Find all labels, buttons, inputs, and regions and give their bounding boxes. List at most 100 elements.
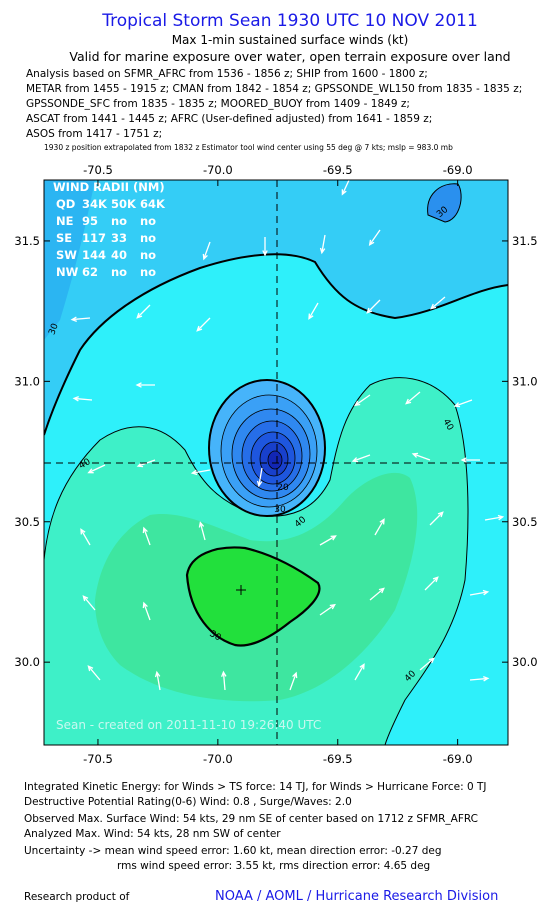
radii-cell: no — [111, 265, 127, 279]
radii-cell: 95 — [82, 214, 98, 228]
wind-arrow — [354, 394, 371, 407]
axes: -70.5 -70.5 -70.0 -70.0 -69.5 -69.5 -69.0 -69.0… — [14, 163, 537, 766]
wind-arrow — [430, 296, 446, 310]
wind-arrow — [87, 665, 101, 681]
radii-cell: 62 — [82, 265, 98, 279]
radii-cell: no — [140, 231, 156, 245]
wind-arrow — [72, 396, 93, 402]
y-tick-label: 31.5 — [14, 234, 40, 248]
wind-vectors — [70, 180, 505, 691]
watermark: Sean - created on 2011-11-10 19:26:40 UT… — [56, 718, 321, 732]
contour-label: 30 — [274, 505, 286, 515]
x-tick-label: -70.0 — [203, 752, 233, 766]
wind-arrow — [135, 382, 155, 388]
wind-arrow — [154, 670, 161, 691]
radii-cell: no — [111, 214, 127, 228]
wind-arrow — [429, 511, 444, 526]
validity: Valid for marine exposure over water, op… — [69, 49, 510, 64]
source-line: Analysis based on SFMR_AFRC from 1536 - … — [26, 68, 428, 80]
y-tick-label: 30.0 — [512, 655, 538, 669]
wind-arrow — [136, 304, 151, 319]
contour-30 — [44, 253, 508, 436]
wind-arrow — [354, 663, 365, 681]
x-tick-label: -70.5 — [83, 163, 113, 177]
wind-arrow — [202, 241, 211, 261]
footer-line: rms wind speed error: 3.55 kt, rms direc… — [117, 860, 430, 872]
wind-arrow — [70, 316, 91, 322]
wind-arrow — [190, 469, 211, 476]
wind-arrow — [87, 464, 106, 474]
wind-arrow — [341, 180, 350, 196]
radii-title: WIND RADII (NM) — [53, 180, 165, 194]
y-tick-label: 31.0 — [512, 374, 538, 388]
y-tick-label: 30.0 — [14, 655, 40, 669]
region-below-30 — [44, 180, 508, 435]
footer-line: Analyzed Max. Wind: 54 kts, 28 nm SW of … — [24, 828, 281, 840]
radii-cell: 144 — [82, 248, 106, 262]
wind-arrow — [256, 467, 263, 488]
radii-cell: QD — [56, 197, 75, 211]
wind-arrow — [453, 399, 473, 408]
wind-arrow — [405, 391, 421, 405]
radii-cell: 34K — [82, 197, 108, 211]
organization: NOAA / AOML / Hurricane Research Divisio… — [215, 889, 498, 904]
x-tick-label: -69.5 — [323, 163, 353, 177]
wind-arrow — [319, 535, 337, 546]
research-label: Research product of — [24, 891, 130, 903]
wind-arrow — [469, 589, 490, 596]
radii-cell: 50K — [111, 197, 137, 211]
radii-cell: no — [140, 265, 156, 279]
frame — [43, 179, 509, 746]
x-tick-label: -69.5 — [323, 752, 353, 766]
y-tick-label: 31.0 — [14, 374, 40, 388]
wind-arrow — [82, 595, 96, 611]
wind-arrow — [319, 234, 326, 255]
contour-50 — [185, 546, 321, 647]
footer-line: Observed Max. Surface Wind: 54 kts, 29 n… — [24, 813, 478, 825]
wind-arrow — [411, 452, 431, 461]
radii-cell: 64K — [140, 197, 166, 211]
wind-arrow — [142, 601, 151, 621]
max-wind-marker — [236, 585, 246, 595]
wind-arrow — [351, 454, 371, 463]
radii-cell: SW — [56, 248, 77, 262]
y-tick-label: 30.5 — [14, 515, 40, 529]
radii-cell: no — [140, 214, 156, 228]
x-tick-label: -70.5 — [83, 752, 113, 766]
wind-arrow — [289, 671, 298, 691]
wind-arrow — [369, 587, 385, 601]
vortex — [208, 379, 326, 517]
radii-cell: 117 — [82, 231, 106, 245]
wind-arrow — [80, 528, 91, 546]
y-tick-label: 30.5 — [512, 515, 538, 529]
contour-label: 30 — [47, 322, 60, 336]
wind-arrow — [469, 676, 490, 682]
wind-arrow — [424, 576, 439, 591]
radii-cell: 40 — [111, 248, 127, 262]
source-line: GPSSONDE_SFC from 1835 - 1835 z; MOORED_… — [26, 98, 410, 110]
wind-arrow — [308, 302, 319, 320]
wind-arrow — [198, 521, 206, 541]
footer-line: Uncertainty -> mean wind speed error: 1.… — [24, 845, 442, 857]
radii-cell: 33 — [111, 231, 127, 245]
wind-arrow — [374, 518, 385, 536]
wind-arrow — [368, 229, 381, 246]
footer-line: Destructive Potential Rating(0-6) Wind: … — [24, 796, 352, 808]
wind-arrow — [221, 670, 227, 691]
position-note: 1930 z position extrapolated from 1832 z… — [44, 143, 453, 152]
radii-cell: SE — [56, 231, 72, 245]
x-tick-label: -69.0 — [443, 163, 473, 177]
wind-arrow — [419, 657, 435, 671]
region-low — [44, 180, 95, 340]
title: Tropical Storm Sean 1930 UTC 10 NOV 2011 — [101, 11, 478, 31]
wind-arrow — [319, 603, 336, 616]
y-tick-label: 31.5 — [512, 234, 538, 248]
radii-cell: no — [140, 248, 156, 262]
x-tick-label: -70.0 — [203, 163, 233, 177]
radii-cell: NE — [56, 214, 74, 228]
wind-arrow — [142, 526, 151, 546]
